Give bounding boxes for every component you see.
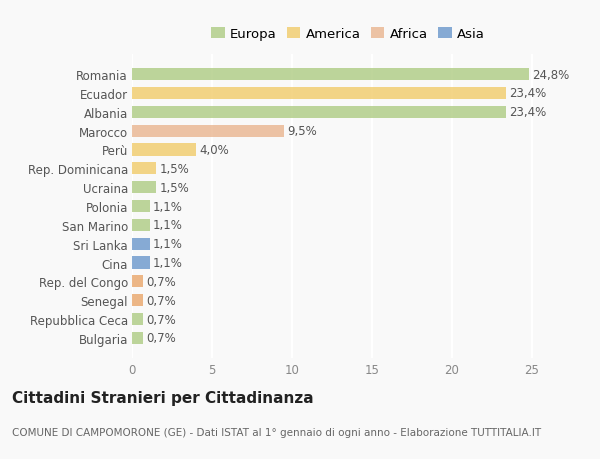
Bar	[132, 201, 149, 213]
Legend: Europa, America, Africa, Asia: Europa, America, Africa, Asia	[209, 25, 487, 44]
Bar	[132, 257, 149, 269]
Text: 9,5%: 9,5%	[287, 125, 317, 138]
Bar	[132, 125, 284, 137]
Text: 0,7%: 0,7%	[146, 332, 176, 345]
Text: COMUNE DI CAMPOMORONE (GE) - Dati ISTAT al 1° gennaio di ogni anno - Elaborazion: COMUNE DI CAMPOMORONE (GE) - Dati ISTAT …	[12, 427, 541, 437]
Text: 4,0%: 4,0%	[199, 144, 229, 157]
Text: 0,7%: 0,7%	[146, 275, 176, 288]
Bar	[132, 294, 143, 307]
Text: 1,5%: 1,5%	[159, 162, 189, 175]
Bar	[132, 276, 143, 288]
Bar	[132, 106, 506, 119]
Bar	[132, 144, 196, 156]
Bar	[132, 332, 143, 344]
Text: 1,5%: 1,5%	[159, 181, 189, 194]
Bar	[132, 219, 149, 231]
Bar	[132, 182, 156, 194]
Text: 1,1%: 1,1%	[153, 200, 182, 213]
Bar	[132, 163, 156, 175]
Text: 1,1%: 1,1%	[153, 257, 182, 269]
Text: 1,1%: 1,1%	[153, 219, 182, 232]
Bar	[132, 88, 506, 100]
Bar	[132, 238, 149, 250]
Text: 24,8%: 24,8%	[532, 68, 569, 81]
Text: 23,4%: 23,4%	[509, 87, 547, 100]
Text: 0,7%: 0,7%	[146, 313, 176, 326]
Bar	[132, 69, 529, 81]
Text: 0,7%: 0,7%	[146, 294, 176, 307]
Text: 23,4%: 23,4%	[509, 106, 547, 119]
Text: Cittadini Stranieri per Cittadinanza: Cittadini Stranieri per Cittadinanza	[12, 390, 314, 405]
Bar	[132, 313, 143, 325]
Text: 1,1%: 1,1%	[153, 238, 182, 251]
